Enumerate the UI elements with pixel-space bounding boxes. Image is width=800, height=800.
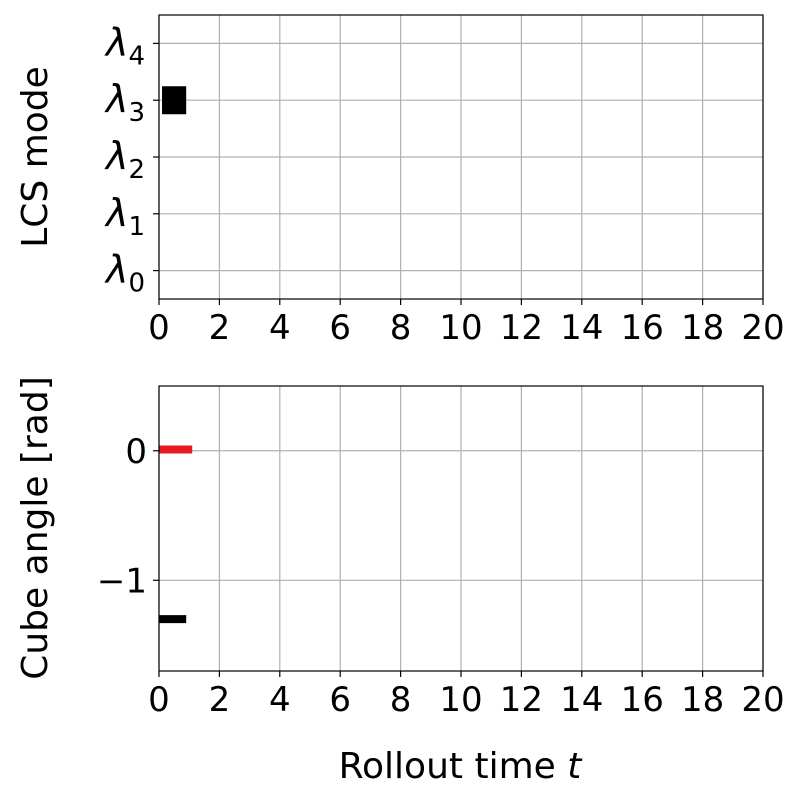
y-tick-label: λ1 <box>104 191 145 242</box>
x-tick-label: 12 <box>500 680 543 720</box>
x-axis-label-var: t <box>567 746 583 787</box>
x-tick-label: 16 <box>621 680 664 720</box>
x-tick-label: 20 <box>741 308 784 348</box>
x-axis-label-text: Rollout time <box>339 746 568 787</box>
x-tick-label: 8 <box>390 308 412 348</box>
x-tick-label: 4 <box>269 308 291 348</box>
x-tick-label: 10 <box>439 680 482 720</box>
x-tick-label: 4 <box>269 680 291 720</box>
x-tick-label: 14 <box>560 308 603 348</box>
x-tick-label: 10 <box>439 308 482 348</box>
x-tick-label: 6 <box>329 680 351 720</box>
y-tick-label: 0 <box>125 432 147 472</box>
axes-frame <box>158 385 764 672</box>
x-tick-label: 2 <box>209 680 231 720</box>
y-tick-label: λ4 <box>104 20 145 71</box>
x-tick-label: 6 <box>329 308 351 348</box>
x-tick-label: 18 <box>681 308 724 348</box>
x-tick-label: 2 <box>209 308 231 348</box>
lcs-mode-plot: 0 2 4 6 8 10 12 14 16 18 20 λ0 λ1 λ2 λ3 λ4 <box>104 14 785 348</box>
x-tick-label: 12 <box>500 308 543 348</box>
cube-angle-plot: 0 2 4 6 8 10 12 14 16 18 200−1 <box>97 385 785 720</box>
x-tick-label: 20 <box>741 680 784 720</box>
y-tick-label: λ0 <box>104 248 145 299</box>
x-tick-label: 16 <box>621 308 664 348</box>
y-tick-label: −1 <box>97 561 147 601</box>
bottom-ylabel: Cube angle [rad] <box>15 376 56 680</box>
x-tick-label: 18 <box>681 680 724 720</box>
y-tick-label: λ3 <box>104 77 145 128</box>
x-tick-label: 8 <box>390 680 412 720</box>
x-tick-label: 0 <box>148 308 170 348</box>
x-tick-label: 14 <box>560 680 603 720</box>
axes-frame <box>158 14 764 300</box>
top-ylabel: LCS mode <box>15 66 56 248</box>
x-axis-label: Rollout time t <box>339 746 584 787</box>
x-tick-label: 0 <box>148 680 170 720</box>
y-tick-label: λ2 <box>104 134 145 185</box>
